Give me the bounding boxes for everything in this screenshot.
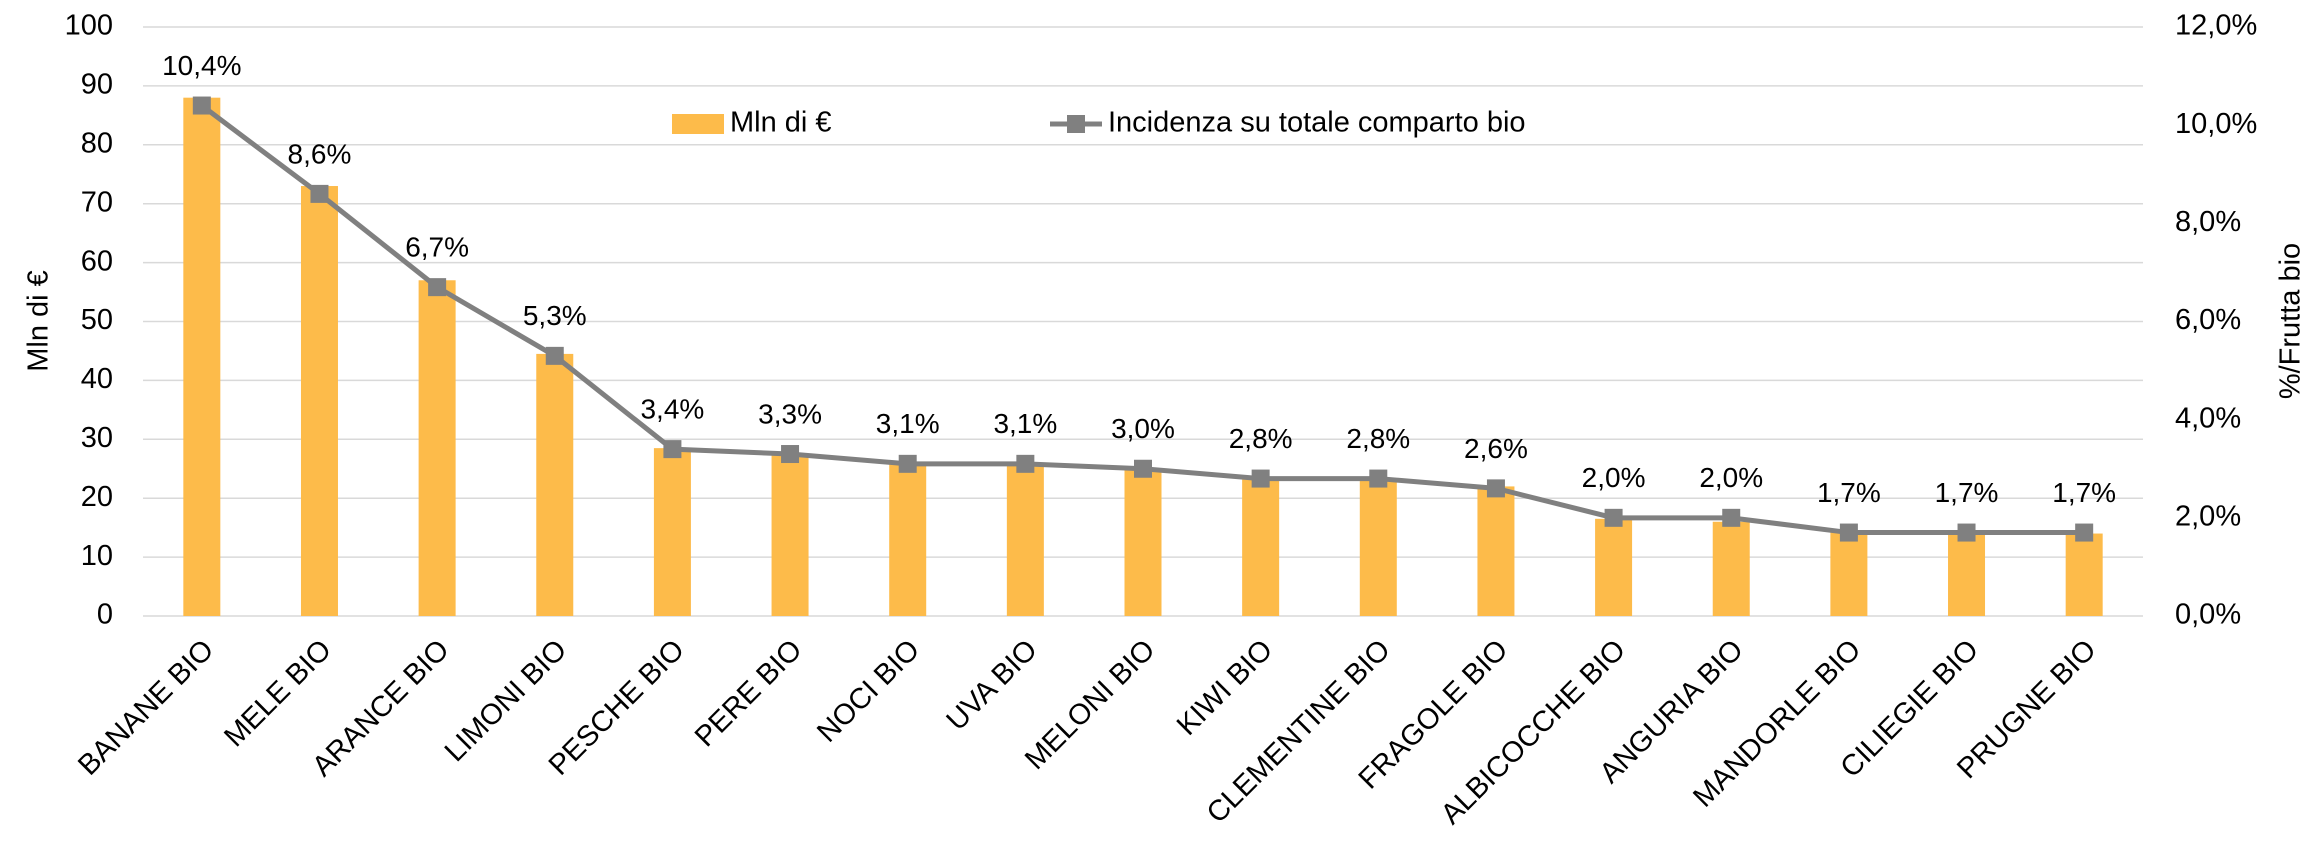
x-tick-label: KIWI BIO (1171, 634, 1279, 742)
line-marker (1251, 469, 1270, 488)
bar (771, 454, 809, 616)
bar (418, 280, 456, 616)
y-tick-label: 50 (81, 304, 113, 336)
bar (1477, 486, 1515, 616)
line-marker (1134, 459, 1152, 478)
bar (1242, 477, 1280, 616)
line-marker (1839, 523, 1858, 542)
y-tick-label: 0 (97, 599, 113, 631)
bar (1830, 530, 1868, 616)
line-marker (545, 346, 564, 365)
y2-axis-title: %/Frutta bio (2275, 243, 2307, 399)
line-marker (1722, 508, 1741, 527)
bar (1006, 465, 1044, 616)
y2-tick-label: 10,0% (2175, 108, 2257, 140)
bar (889, 462, 927, 616)
bar (1595, 518, 1633, 616)
line-marker (898, 454, 917, 473)
data-label: 6,7% (405, 232, 469, 263)
data-label: 5,3% (523, 300, 587, 331)
bar (1948, 533, 1986, 616)
bar (536, 353, 574, 616)
data-label: 1,7% (1935, 477, 1999, 508)
x-tick-label: PERE BIO (689, 634, 809, 754)
bar (1124, 468, 1162, 616)
data-label: 1,7% (1817, 477, 1881, 508)
x-tick-label: BANANE BIO (72, 634, 220, 782)
bar (1712, 521, 1750, 616)
data-label: 2,8% (1346, 423, 1410, 454)
line-marker (663, 440, 682, 459)
y-tick-label: 80 (81, 127, 113, 159)
line-marker (1486, 479, 1505, 498)
data-label: 3,0% (1111, 413, 1175, 444)
data-label: 3,1% (876, 408, 940, 439)
legend-label: Incidenza su totale comparto bio (1108, 107, 1526, 139)
legend-swatch (672, 114, 724, 134)
data-label: 1,7% (2052, 477, 2116, 508)
line-marker (1604, 508, 1623, 527)
y2-tick-label: 0,0% (2175, 599, 2241, 631)
y-tick-label: 90 (81, 69, 113, 101)
line-marker (192, 96, 211, 115)
data-label: 3,3% (758, 398, 822, 429)
y2-tick-label: 4,0% (2175, 402, 2241, 434)
bar (1359, 480, 1397, 616)
y2-tick-label: 8,0% (2175, 206, 2241, 238)
line-marker (1957, 523, 1976, 542)
line-marker (1016, 454, 1035, 473)
y-tick-label: 30 (81, 422, 113, 454)
data-label: 2,6% (1464, 433, 1528, 464)
y-tick-label: 40 (81, 363, 113, 395)
legend-label: Mln di € (730, 107, 832, 139)
data-label: 8,6% (288, 138, 352, 169)
y-tick-label: 100 (65, 10, 113, 42)
data-label: 3,4% (640, 394, 704, 425)
x-tick-label: UVA BIO (941, 634, 1044, 737)
x-tick-label: MELE BIO (218, 634, 338, 754)
legend-swatch (1067, 115, 1085, 133)
bar (2065, 533, 2103, 616)
y-axis-title: Mln di € (23, 270, 55, 372)
y-tick-label: 10 (81, 540, 113, 572)
data-label: 3,1% (993, 408, 1057, 439)
line-marker (2075, 523, 2094, 542)
line-marker (1369, 469, 1388, 488)
data-label: 10,4% (162, 50, 241, 81)
bar (653, 448, 691, 616)
y-tick-label: 20 (81, 481, 113, 513)
x-tick-label: NOCI BIO (811, 634, 926, 749)
y2-tick-label: 2,0% (2175, 500, 2241, 532)
line-marker (781, 445, 800, 464)
y-tick-label: 70 (81, 186, 113, 218)
line-marker (428, 278, 447, 297)
y-tick-label: 60 (81, 245, 113, 277)
line-marker (310, 184, 329, 203)
y2-tick-label: 6,0% (2175, 304, 2241, 336)
y2-tick-label: 12,0% (2175, 10, 2257, 42)
bar (183, 97, 221, 617)
data-label: 2,0% (1699, 462, 1763, 493)
bar (300, 186, 338, 616)
data-label: 2,8% (1229, 423, 1293, 454)
data-label: 2,0% (1582, 462, 1646, 493)
